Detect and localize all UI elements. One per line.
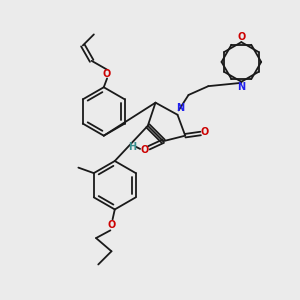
Text: O: O	[103, 69, 111, 79]
Text: O: O	[140, 145, 148, 155]
Text: N: N	[237, 82, 245, 92]
Text: O: O	[237, 32, 245, 42]
Text: N: N	[176, 103, 184, 113]
Text: H: H	[128, 142, 136, 152]
Text: O: O	[201, 128, 209, 137]
Text: O: O	[107, 220, 116, 230]
